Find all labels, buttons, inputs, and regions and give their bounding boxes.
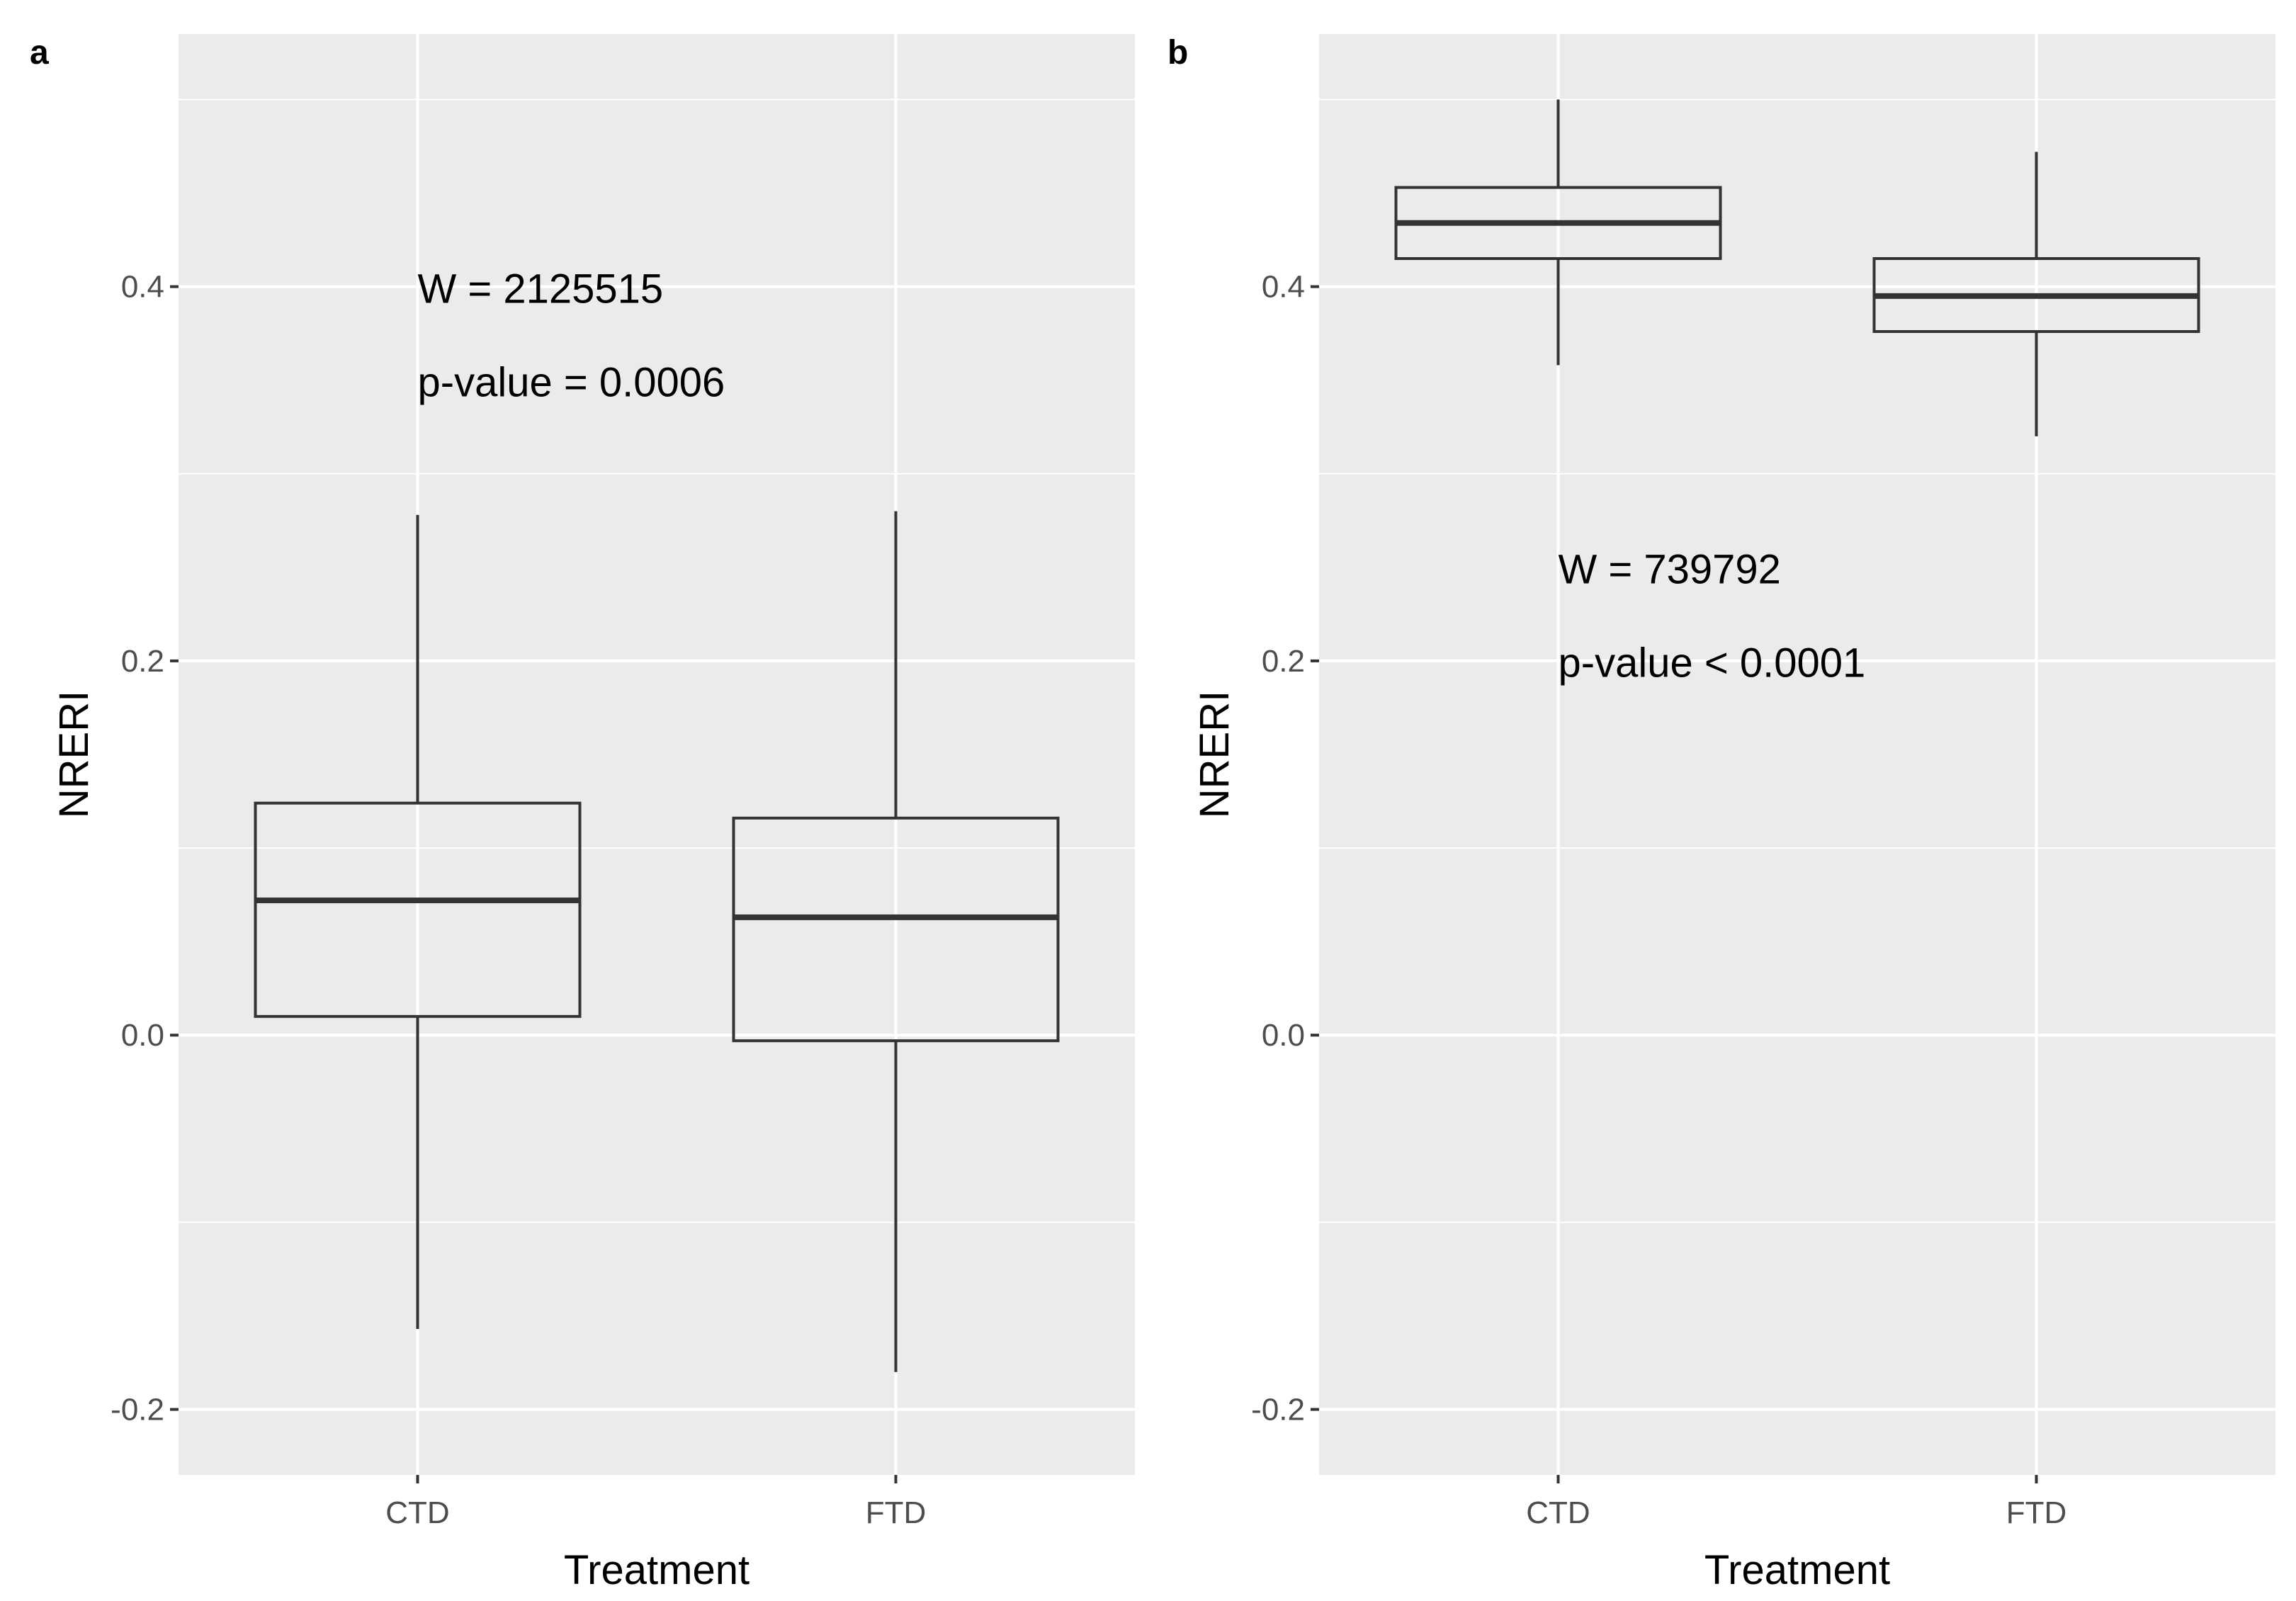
- y-tick-label: 0.4: [1262, 270, 1305, 305]
- x-tick-label-ftd: FTD: [866, 1495, 927, 1530]
- y-tick-label: 0.2: [1262, 644, 1305, 679]
- p-value: p-value = 0.0006: [418, 359, 725, 405]
- box-ftd: [732, 511, 1060, 1372]
- panel-label: a: [30, 34, 49, 72]
- test-statistic: W = 2125515: [418, 266, 664, 312]
- x-tick-label-ctd: CTD: [1526, 1495, 1590, 1530]
- x-axis-title: Treatment: [564, 1547, 750, 1593]
- interquartile-box: [732, 816, 1060, 1043]
- box-ctd: [254, 514, 582, 1329]
- p-value: p-value < 0.0001: [1559, 640, 1866, 686]
- y-axis-title: NRERI: [51, 691, 97, 818]
- y-tick-label: 0.0: [121, 1018, 164, 1053]
- interquartile-box: [254, 801, 582, 1018]
- y-tick-label: 0.2: [121, 644, 164, 679]
- x-tick-label-ftd: FTD: [2006, 1495, 2067, 1530]
- panel-a: -0.2 0.0 0.2 0.4 CTD FTD W = 2125515 p-value = …: [30, 34, 1135, 1593]
- box-ftd: [1872, 152, 2200, 436]
- x-tick-label-ctd: CTD: [385, 1495, 449, 1530]
- panel-background: [1319, 34, 2275, 1475]
- panel-background: [179, 34, 1135, 1475]
- x-axis-title: Treatment: [1704, 1547, 1890, 1593]
- test-statistic: W = 739792: [1559, 546, 1781, 592]
- y-tick-label: -0.2: [111, 1393, 164, 1427]
- y-tick-label: 0.0: [1262, 1018, 1305, 1053]
- panel-label: b: [1167, 34, 1188, 72]
- y-axis-title: NRERI: [1192, 691, 1238, 818]
- panel-b: -0.2 0.0 0.2 0.4 CTD FTD W = 739792 p-value < 0…: [1167, 34, 2275, 1593]
- y-tick-label: 0.4: [121, 270, 164, 305]
- y-tick-label: -0.2: [1251, 1393, 1305, 1427]
- box-ctd: [1394, 99, 1722, 366]
